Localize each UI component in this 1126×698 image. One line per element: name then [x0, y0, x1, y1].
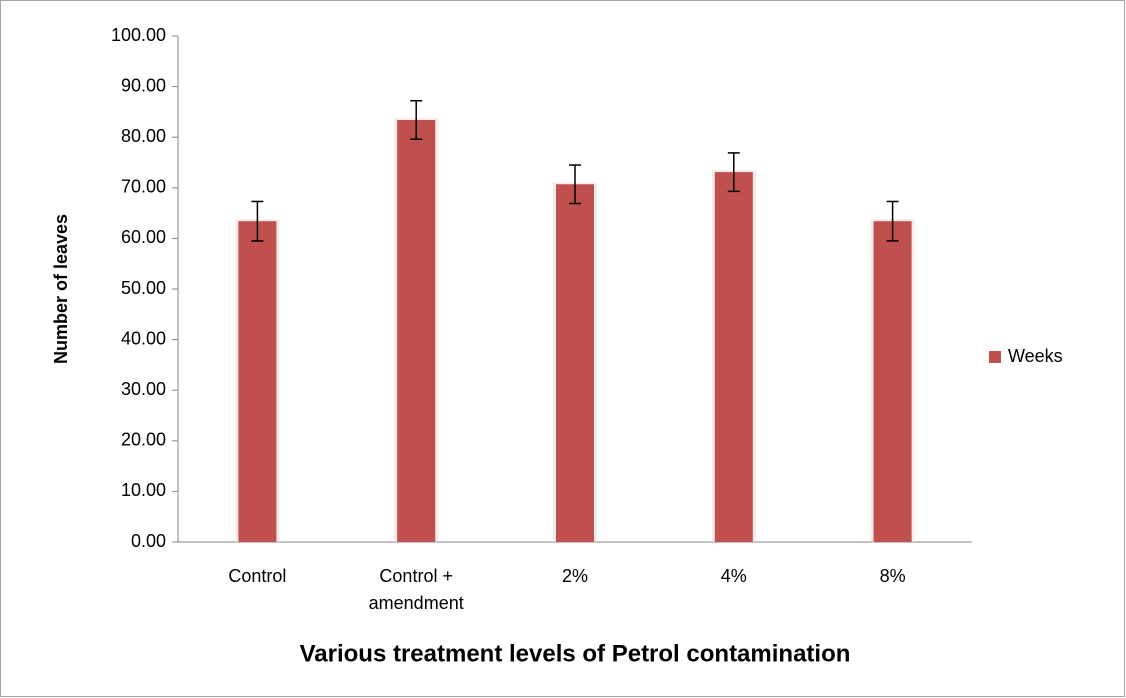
- bar: [238, 221, 277, 543]
- y-tick-label: 10.00: [121, 480, 166, 500]
- y-tick-label: 100.00: [111, 25, 166, 45]
- y-tick-label: 30.00: [121, 379, 166, 399]
- x-tick-label: 2%: [562, 566, 588, 586]
- bar: [397, 119, 436, 542]
- legend-label: Weeks: [1008, 346, 1063, 366]
- y-tick-label: 20.00: [121, 430, 166, 450]
- x-tick-label: 8%: [880, 566, 906, 586]
- bar: [714, 172, 753, 542]
- x-axis-title: Various treatment levels of Petrol conta…: [300, 640, 851, 667]
- y-axis-title: Number of leaves: [51, 214, 71, 364]
- y-tick-label: 80.00: [121, 126, 166, 146]
- y-tick-label: 40.00: [121, 328, 166, 348]
- y-tick-label: 90.00: [121, 75, 166, 95]
- y-tick-label: 60.00: [121, 227, 166, 247]
- y-tick-label: 50.00: [121, 278, 166, 298]
- legend-swatch: [989, 351, 1001, 363]
- x-tick-label: 4%: [721, 566, 747, 586]
- x-tick-label: Control: [228, 566, 286, 586]
- x-tick-label: Control + amendment: [369, 566, 464, 613]
- bar: [556, 184, 594, 542]
- y-tick-label: 70.00: [121, 177, 166, 197]
- y-tick-label: 0.00: [131, 531, 166, 551]
- bar: [873, 221, 912, 543]
